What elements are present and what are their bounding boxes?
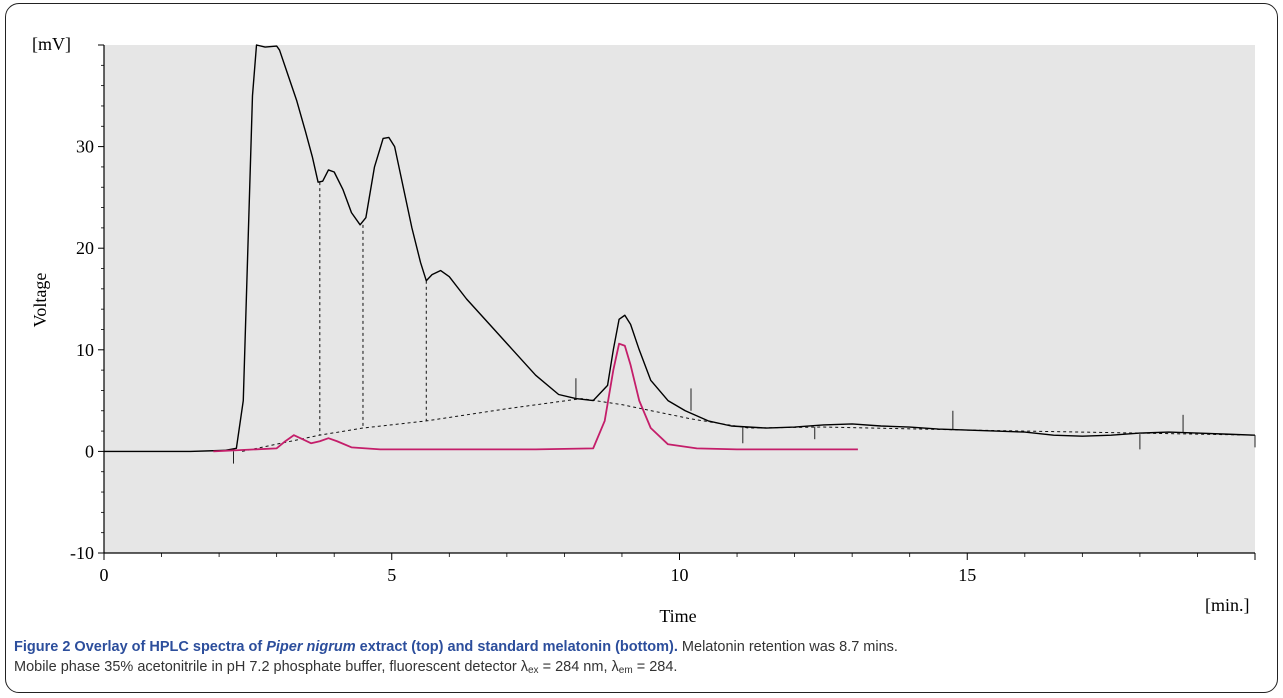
y-tick-label-3: 10 [76, 340, 94, 360]
series-line-2 [213, 342, 858, 453]
caption-title: Figure 2 Overlay of HPLC spectra of Pipe… [14, 639, 678, 655]
x-tick-label-1: 0 [100, 565, 109, 585]
baseline-dashed [242, 398, 1256, 452]
plot-area [104, 45, 1255, 553]
figure-caption: Figure 2 Overlay of HPLC spectra of Pipe… [14, 637, 1269, 681]
y-axis-title: Voltage [30, 273, 50, 328]
y-tick-label-5: -10 [70, 543, 94, 563]
caption-retention-note: Melatonin retention was 8.7 mins. [677, 639, 898, 655]
x-tick-label-3: 10 [671, 565, 689, 585]
series-line-1 [104, 44, 1256, 453]
y-tick-label-4: 0 [85, 441, 94, 461]
x-tick-label-2: 5 [387, 565, 396, 585]
caption-line-1: Figure 2 Overlay of HPLC spectra of Pipe… [14, 637, 1269, 657]
x-unit-label: [min.] [1205, 595, 1250, 615]
caption-line-2: Mobile phase 35% acetonitrile in pH 7.2 … [14, 659, 678, 676]
x-tick-label-4: 15 [958, 565, 976, 585]
y-tick-label-1: 30 [76, 137, 94, 157]
y-unit-label: [mV] [32, 34, 71, 54]
y-tick-label-2: 20 [76, 238, 94, 258]
x-axis-title: Time [659, 606, 696, 626]
hplc-chart: 30 20 10 0 -10 0 5 10 15 [mV] [min.] Time Voltag… [30, 34, 1256, 626]
